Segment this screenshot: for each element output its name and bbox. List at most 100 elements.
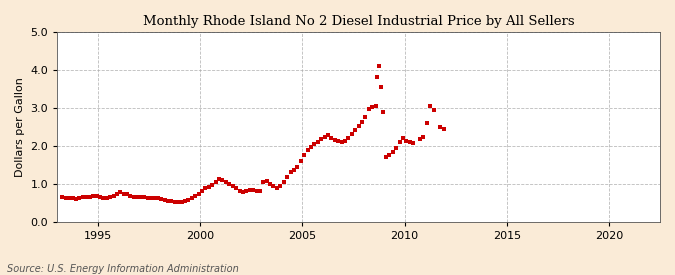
Point bbox=[428, 108, 439, 112]
Point bbox=[333, 139, 344, 144]
Point bbox=[265, 182, 275, 186]
Point bbox=[244, 188, 255, 192]
Point bbox=[414, 137, 425, 141]
Point bbox=[128, 195, 139, 199]
Point bbox=[408, 141, 418, 145]
Point bbox=[299, 153, 310, 158]
Point bbox=[98, 196, 109, 200]
Point bbox=[105, 195, 115, 200]
Point bbox=[186, 196, 197, 200]
Point bbox=[286, 170, 296, 175]
Point bbox=[309, 142, 320, 146]
Point bbox=[71, 196, 82, 201]
Point bbox=[238, 190, 248, 194]
Point bbox=[435, 125, 446, 129]
Point bbox=[326, 136, 337, 141]
Point bbox=[163, 199, 173, 203]
Point bbox=[57, 195, 68, 199]
Point bbox=[375, 85, 386, 89]
Point bbox=[377, 109, 388, 114]
Point bbox=[210, 180, 221, 184]
Point bbox=[234, 188, 245, 193]
Point bbox=[394, 140, 405, 144]
Point bbox=[292, 164, 303, 169]
Point bbox=[108, 194, 119, 198]
Point bbox=[88, 194, 99, 199]
Point bbox=[268, 184, 279, 189]
Point bbox=[122, 192, 132, 197]
Point bbox=[68, 196, 78, 200]
Point bbox=[313, 140, 323, 144]
Point bbox=[398, 136, 408, 141]
Point bbox=[374, 64, 385, 68]
Point bbox=[370, 104, 381, 108]
Point bbox=[78, 195, 88, 199]
Point bbox=[132, 195, 143, 199]
Point bbox=[214, 177, 225, 182]
Point bbox=[350, 128, 360, 132]
Point bbox=[288, 168, 299, 173]
Point bbox=[387, 149, 398, 154]
Point bbox=[81, 195, 92, 199]
Point bbox=[439, 126, 450, 131]
Point bbox=[340, 139, 350, 144]
Point bbox=[169, 199, 180, 204]
Point bbox=[251, 188, 262, 193]
Point bbox=[254, 189, 265, 194]
Point bbox=[196, 189, 207, 194]
Point bbox=[363, 106, 374, 111]
Point bbox=[204, 185, 215, 189]
Point bbox=[343, 136, 354, 141]
Y-axis label: Dollars per Gallon: Dollars per Gallon bbox=[15, 77, 25, 177]
Point bbox=[101, 196, 112, 200]
Point bbox=[217, 178, 227, 182]
Point bbox=[74, 196, 85, 200]
Point bbox=[319, 135, 330, 140]
Point bbox=[381, 155, 392, 160]
Point bbox=[372, 75, 383, 80]
Point bbox=[146, 196, 157, 200]
Point bbox=[166, 199, 177, 204]
Point bbox=[418, 135, 429, 140]
Point bbox=[61, 196, 72, 200]
Point bbox=[391, 145, 402, 150]
Point bbox=[176, 200, 187, 204]
Point bbox=[84, 195, 95, 199]
Point bbox=[275, 183, 286, 188]
Point bbox=[142, 196, 153, 200]
Point bbox=[153, 196, 163, 200]
Point bbox=[227, 183, 238, 188]
Point bbox=[323, 133, 333, 138]
Point bbox=[95, 195, 105, 199]
Point bbox=[125, 194, 136, 198]
Point bbox=[316, 137, 327, 141]
Point bbox=[118, 192, 129, 196]
Point bbox=[384, 153, 395, 158]
Point bbox=[149, 196, 160, 200]
Point bbox=[357, 120, 368, 125]
Point bbox=[115, 190, 126, 195]
Point bbox=[248, 188, 259, 192]
Point bbox=[193, 192, 204, 197]
Point bbox=[224, 182, 235, 186]
Point bbox=[401, 139, 412, 144]
Point bbox=[173, 200, 184, 204]
Point bbox=[207, 182, 217, 187]
Point bbox=[200, 186, 211, 191]
Point bbox=[302, 148, 313, 153]
Title: Monthly Rhode Island No 2 Diesel Industrial Price by All Sellers: Monthly Rhode Island No 2 Diesel Industr… bbox=[143, 15, 574, 28]
Point bbox=[183, 197, 194, 202]
Point bbox=[346, 131, 357, 136]
Point bbox=[63, 196, 74, 200]
Point bbox=[139, 195, 150, 200]
Point bbox=[190, 194, 200, 199]
Point bbox=[404, 140, 415, 144]
Point bbox=[360, 115, 371, 120]
Point bbox=[271, 185, 282, 190]
Point bbox=[221, 180, 232, 184]
Point bbox=[156, 197, 167, 201]
Point bbox=[306, 144, 317, 149]
Point bbox=[278, 180, 289, 184]
Point bbox=[111, 192, 122, 197]
Text: Source: U.S. Energy Information Administration: Source: U.S. Energy Information Administ… bbox=[7, 264, 238, 274]
